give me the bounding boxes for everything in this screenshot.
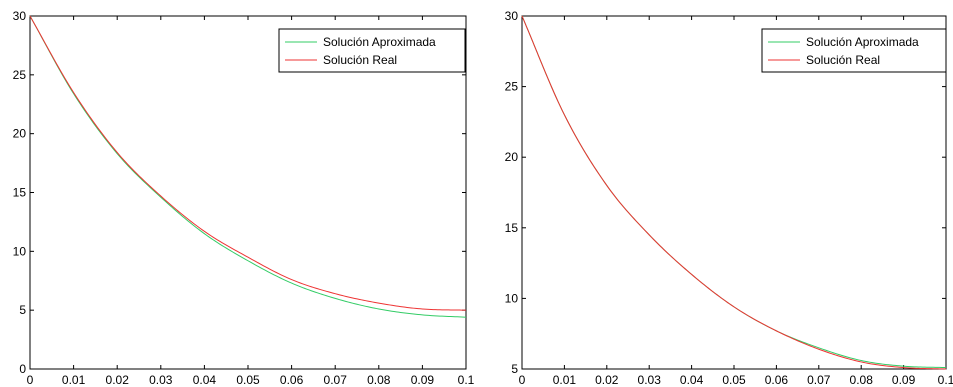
y-tick-label: 5 [511, 362, 518, 376]
legend-box [761, 28, 947, 73]
legend-label: Solución Aproximada [323, 35, 436, 49]
x-tick-label: 0.03 [149, 373, 173, 387]
x-tick-label: 0.07 [807, 373, 831, 387]
legend-label: Solución Real [806, 53, 880, 67]
series-line [521, 15, 947, 370]
y-tick-label: 10 [13, 244, 27, 258]
y-tick-label: 30 [505, 9, 519, 23]
x-tick-label: 0.1 [458, 373, 475, 387]
legend: Solución Aproximada Solución Real [278, 28, 466, 73]
y-tick-label: 20 [13, 127, 27, 141]
axes-box [29, 15, 467, 370]
y-tick-label: 25 [13, 68, 27, 82]
y-tick-label: 5 [19, 303, 26, 317]
x-tick-label: 0.05 [722, 373, 746, 387]
y-tick-label: 10 [505, 291, 519, 305]
x-tick-label: 0.02 [106, 373, 130, 387]
x-tick-label: 0.02 [595, 373, 619, 387]
x-tick-label: 0.07 [324, 373, 348, 387]
x-tick-label: 0.06 [765, 373, 789, 387]
x-tick-label: 0.04 [193, 373, 217, 387]
x-tick-label: 0.08 [367, 373, 391, 387]
x-tick-label: 0.09 [411, 373, 435, 387]
x-tick-label: 0 [519, 373, 526, 387]
axes-box [521, 15, 947, 370]
y-tick-label: 0 [19, 362, 26, 376]
x-tick-label: 0.06 [280, 373, 304, 387]
series-line [29, 15, 467, 311]
x-tick-label: 0.1 [938, 373, 953, 387]
x-tick-label: 0.01 [62, 373, 86, 387]
right-plot: 0 0.01 0.02 0.03 0.04 0.05 0.06 0.07 0.08 0.09 0.1… [505, 9, 953, 387]
y-tick-label: 15 [505, 221, 519, 235]
y-tick-label: 25 [505, 80, 519, 94]
legend-label: Solución Aproximada [806, 35, 919, 49]
left-plot: 0 0.01 0.02 0.03 0.04 0.05 0.06 0.07 0.08 0.09 0.1… [13, 9, 475, 387]
y-tick-label: 30 [13, 9, 27, 23]
y-tick-label: 20 [505, 150, 519, 164]
y-tick-label: 15 [13, 186, 27, 200]
legend-box [278, 28, 466, 73]
x-tick-label: 0.04 [680, 373, 704, 387]
legend-label: Solución Real [323, 53, 397, 67]
x-tick-label: 0.08 [850, 373, 874, 387]
x-tick-label: 0.01 [553, 373, 577, 387]
x-tick-label: 0.05 [236, 373, 260, 387]
x-tick-label: 0 [27, 373, 34, 387]
series-line [29, 15, 467, 318]
x-tick-label: 0.09 [892, 373, 916, 387]
legend: Solución Aproximada Solución Real [761, 28, 947, 73]
x-tick-label: 0.03 [638, 373, 662, 387]
